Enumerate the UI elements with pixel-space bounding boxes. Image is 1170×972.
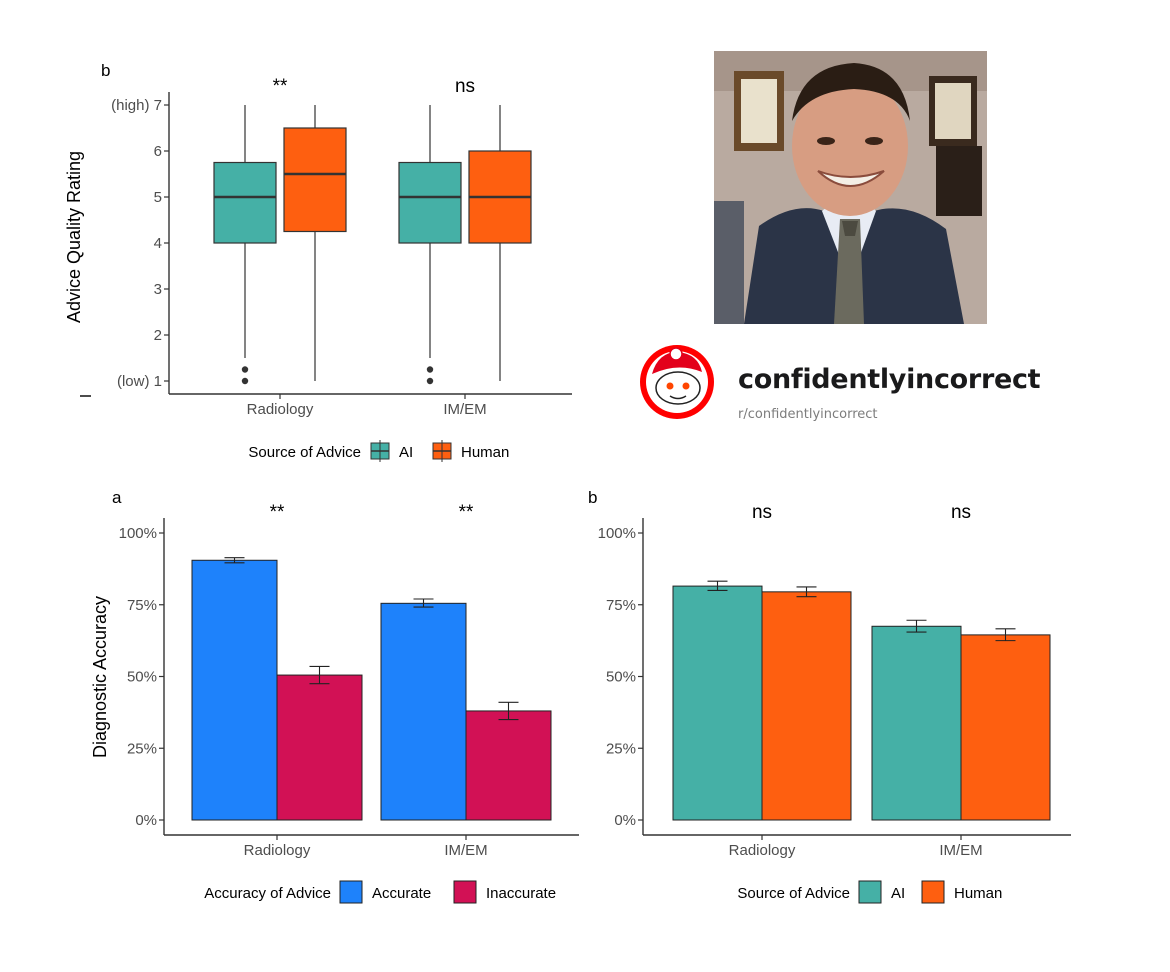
bar-ai xyxy=(672,585,763,821)
y-tick-label: 2 xyxy=(154,327,162,344)
reaction-photo xyxy=(714,51,987,324)
significance-label: ** xyxy=(459,502,474,523)
legend-label: Accurate xyxy=(372,885,431,902)
bar-human xyxy=(960,634,1051,821)
x-tick-label: IM/EM xyxy=(444,842,487,859)
y-tick-label: 6 xyxy=(154,143,162,160)
outlier-point xyxy=(426,377,434,385)
subreddit-path: r/confidentlyincorrect xyxy=(738,407,878,422)
y-tick-label: (high) 7 xyxy=(111,97,162,114)
panel-label: b xyxy=(588,488,597,507)
bar-accurate xyxy=(380,602,467,821)
outlier-point xyxy=(241,366,249,373)
y-tick-label: 50% xyxy=(127,669,157,686)
y-tick-label: (low) 1 xyxy=(117,373,162,390)
legend-label: Human xyxy=(461,444,509,461)
x-tick-label: IM/EM xyxy=(939,842,982,859)
box-ai xyxy=(398,161,462,244)
y-tick-label: 25% xyxy=(127,740,157,757)
subreddit-banner: confidentlyincorrect r/confidentlyincorr… xyxy=(638,344,1058,424)
x-tick-label: Radiology xyxy=(729,842,796,859)
legend-label: AI xyxy=(399,444,413,461)
legend-label: Inaccurate xyxy=(486,885,556,902)
significance-label: ** xyxy=(270,502,285,523)
x-tick-label: Radiology xyxy=(244,842,311,859)
bar-ai xyxy=(871,625,962,821)
y-tick-label: 100% xyxy=(119,525,157,542)
significance-label: ns xyxy=(752,502,772,523)
x-tick-label: Radiology xyxy=(247,401,314,418)
significance-label: ns xyxy=(951,502,971,523)
significance-label: ns xyxy=(455,76,475,97)
legend-title: Source of Advice xyxy=(248,444,361,461)
outlier-point xyxy=(241,377,249,385)
y-tick-label: 3 xyxy=(154,281,162,298)
significance-label: ** xyxy=(273,76,288,97)
legend-swatch xyxy=(921,880,945,904)
y-tick-label: 0% xyxy=(135,812,157,829)
box-ai xyxy=(213,161,277,244)
y-tick-label: 75% xyxy=(127,597,157,614)
y-tick-label: 100% xyxy=(598,525,636,542)
legend-label: Human xyxy=(954,885,1002,902)
reaction-photo-drawing xyxy=(714,51,987,324)
subreddit-name: confidentlyincorrect xyxy=(738,364,1041,395)
legend-swatch xyxy=(858,880,882,904)
legend-swatch xyxy=(339,880,363,904)
legend-label: AI xyxy=(891,885,905,902)
reddit-snoo-icon xyxy=(640,345,714,419)
bar-human xyxy=(761,591,852,821)
outlier-point xyxy=(426,366,434,373)
y-tick-label: 25% xyxy=(606,740,636,757)
y-axis-title: Advice Quality Rating xyxy=(64,151,84,323)
panel-label: a xyxy=(112,488,122,507)
box-human xyxy=(283,127,347,233)
bar-inaccurate xyxy=(465,710,552,821)
legend-title: Accuracy of Advice xyxy=(204,885,331,902)
y-axis-title: Diagnostic Accuracy xyxy=(90,596,110,758)
y-tick-label: 4 xyxy=(154,235,162,252)
y-tick-label: 5 xyxy=(154,189,162,206)
bar-accurate xyxy=(191,559,278,821)
y-tick-label: 50% xyxy=(606,669,636,686)
bar-inaccurate xyxy=(276,674,363,821)
legend-title: Source of Advice xyxy=(737,885,850,902)
y-tick-label: 75% xyxy=(606,597,636,614)
y-tick-label: 0% xyxy=(614,812,636,829)
panel-label: b xyxy=(101,61,110,80)
x-tick-label: IM/EM xyxy=(443,401,486,418)
legend-swatch xyxy=(453,880,477,904)
